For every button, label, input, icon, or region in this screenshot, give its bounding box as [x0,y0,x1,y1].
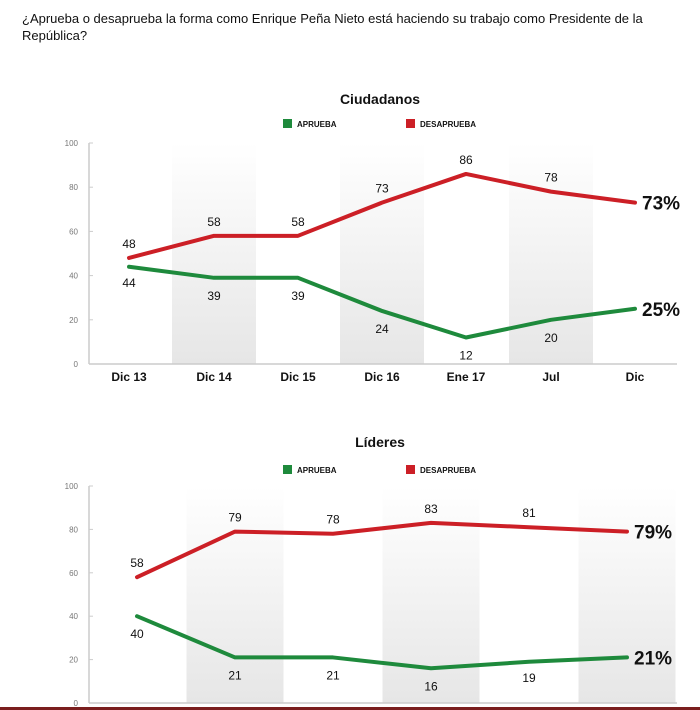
data-label-aprueba: 20 [544,331,558,345]
data-label-aprueba: 44 [122,276,136,290]
data-label-aprueba: 39 [291,289,305,303]
data-label-aprueba: 39 [207,289,221,303]
data-label-final-aprueba: 21% [634,648,672,669]
y-tick-label: 80 [69,525,78,534]
legend-swatch-aprueba [283,119,292,128]
data-label-desaprueba: 78 [544,171,558,185]
survey-question: ¿Aprueba o desaprueba la forma como Enri… [22,11,643,43]
data-label-aprueba: 16 [424,679,438,693]
data-label-desaprueba: 58 [291,215,305,229]
data-label-desaprueba: 86 [459,153,473,167]
data-label-final-aprueba: 25% [642,300,680,321]
data-label-desaprueba: 48 [122,237,136,251]
column-band [186,486,284,703]
chart-title: Líderes [355,434,405,450]
y-tick-label: 0 [74,699,79,708]
data-label-aprueba: 40 [130,627,144,641]
data-label-desaprueba: 73 [375,182,389,196]
y-tick-label: 60 [69,569,78,578]
series-line-desaprueba [135,520,629,580]
y-tick-label: 100 [65,482,79,491]
x-category-label: Dic 16 [364,370,400,384]
x-category-label: Dic [626,370,645,384]
y-tick-label: 20 [69,316,78,325]
legend-swatch-desaprueba [406,119,415,128]
data-label-final-desaprueba: 79% [634,523,672,544]
legend-label-aprueba: APRUEBA [297,120,337,129]
data-label-aprueba: 21 [326,668,340,682]
x-category-label: Dic 13 [111,370,147,384]
legend-swatch-desaprueba [406,465,415,474]
y-tick-label: 100 [65,139,79,148]
x-category-label: Dic 15 [280,370,316,384]
data-label-aprueba: 19 [522,671,536,685]
data-label-desaprueba: 81 [522,506,536,520]
data-label-desaprueba: 58 [207,215,221,229]
series-line-aprueba [135,614,629,671]
y-tick-label: 60 [69,227,78,236]
data-label-desaprueba: 79 [228,511,242,525]
column-band [578,486,676,703]
legend-label-desaprueba: DESAPRUEBA [420,120,476,129]
data-label-aprueba: 21 [228,668,242,682]
column-band [382,486,480,703]
data-label-aprueba: 24 [375,322,389,336]
chart-title: Ciudadanos [340,91,420,107]
column-band [172,143,256,364]
y-tick-label: 20 [69,656,78,665]
legend-label-desaprueba: DESAPRUEBA [420,466,476,475]
legend-label-aprueba: APRUEBA [297,466,337,475]
data-label-aprueba: 12 [459,348,473,362]
x-category-label: Dic 14 [196,370,232,384]
data-label-final-desaprueba: 73% [642,194,680,215]
y-tick-label: 40 [69,272,78,281]
data-label-desaprueba: 83 [424,502,438,516]
column-band [340,143,424,364]
data-label-desaprueba: 58 [130,556,144,570]
bottom-border [0,707,700,710]
y-tick-label: 0 [74,360,79,369]
x-category-label: Ene 17 [447,370,486,384]
y-tick-label: 40 [69,612,78,621]
y-tick-label: 80 [69,183,78,192]
data-label-desaprueba: 78 [326,513,340,527]
x-category-label: Jul [542,370,559,384]
legend-swatch-aprueba [283,465,292,474]
